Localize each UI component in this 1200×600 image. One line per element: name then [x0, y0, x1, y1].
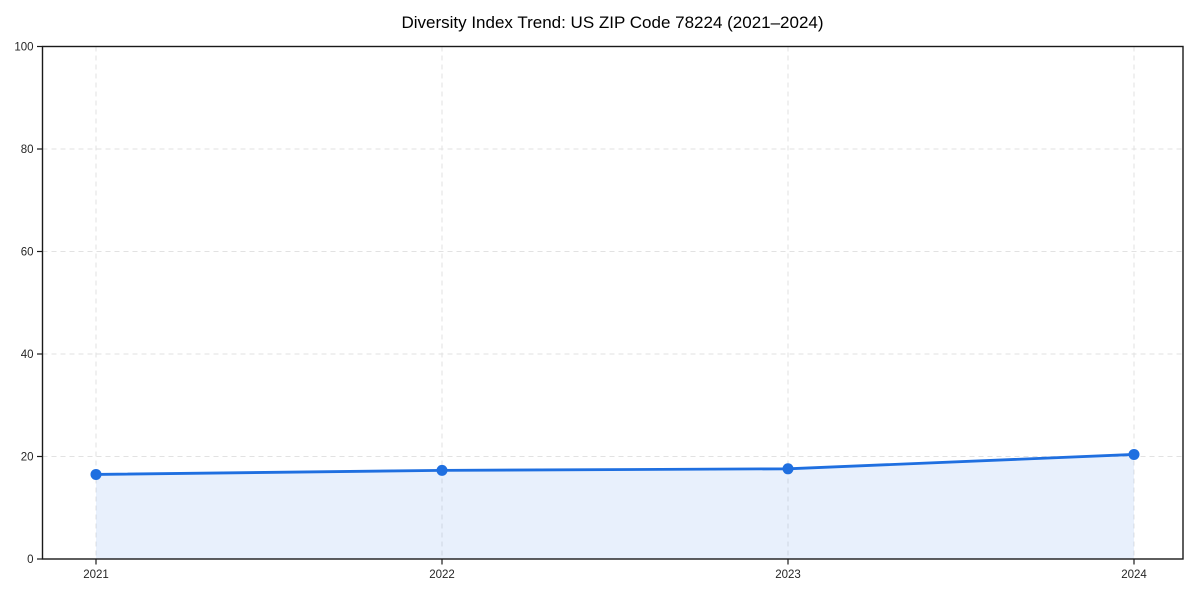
data-point-2023	[782, 463, 794, 475]
data-point-2024	[1128, 448, 1140, 460]
chart-title: Diversity Index Trend: US ZIP Code 78224…	[401, 13, 823, 32]
y-axis-tick-label: 0	[27, 554, 33, 566]
data-point-2021	[90, 468, 102, 480]
y-axis-tick-label: 20	[21, 451, 34, 463]
y-axis-tick-label: 100	[14, 41, 33, 53]
x-axis-tick-label: 2021	[83, 569, 109, 581]
trend-line	[94, 453, 1136, 476]
x-axis-tick-label: 2024	[1121, 569, 1147, 581]
data-point-2022	[436, 464, 448, 476]
area-fill	[96, 454, 1134, 559]
y-axis-tick-label: 40	[21, 349, 34, 361]
x-axis-tick-label: 2023	[775, 569, 801, 581]
x-axis-tick-label: 2022	[429, 569, 455, 581]
plot-border	[41, 45, 1184, 560]
y-axis-tick-label: 80	[21, 144, 34, 156]
y-axis-tick-label: 60	[21, 246, 34, 258]
